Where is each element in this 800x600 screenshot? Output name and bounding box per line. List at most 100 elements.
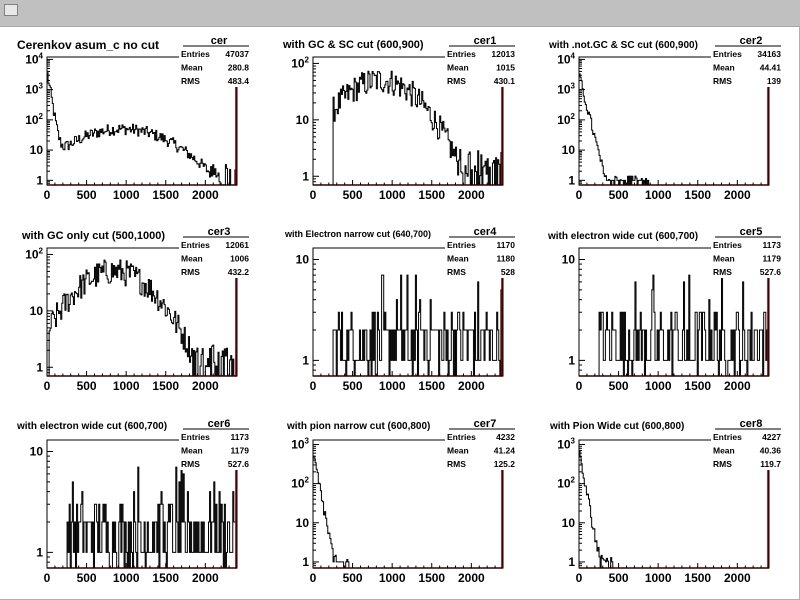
y-tick-label: 1 <box>568 353 575 367</box>
stats-label-rms: RMS <box>713 459 732 469</box>
x-tick-label: 1500 <box>152 188 179 202</box>
stats-label-rms: RMS <box>713 76 732 86</box>
x-tick-label: 0 <box>44 571 51 585</box>
stats-histogram-name: cer8 <box>740 418 763 430</box>
y-tick-label: 1 <box>302 353 309 367</box>
histogram-series <box>46 72 237 186</box>
x-tick-label: 1500 <box>418 571 445 585</box>
y-tick-label: 10 <box>296 516 310 530</box>
histogram-series <box>313 274 503 377</box>
y-tick-label: 10 <box>296 113 310 127</box>
y-tick-exponent: 3 <box>305 436 310 445</box>
stats-value-rms: 430.1 <box>494 76 516 86</box>
stats-label-mean: Mean <box>713 63 735 73</box>
x-tick-label: 0 <box>310 571 317 585</box>
stats-histogram-name: cer4 <box>474 226 498 238</box>
y-tick-label: 102 <box>291 55 309 70</box>
stats-label-entries: Entries <box>181 240 210 250</box>
stats-label-mean: Mean <box>181 446 203 456</box>
histogram-panel-cer6: with electron wide cut (600,700) 0 500 1000… <box>16 418 251 585</box>
y-tick-label: 1 <box>36 173 43 187</box>
histogram-panel-cer5: with electron wide cut (600,700) 0 500 1000… <box>547 226 783 393</box>
stats-label-rms: RMS <box>713 267 732 277</box>
stats-label-mean: Mean <box>447 63 469 73</box>
stats-value-rms: 432.2 <box>228 267 250 277</box>
x-tick-label: 2000 <box>458 571 485 585</box>
stats-histogram-name: cer3 <box>208 226 231 238</box>
stats-value-mean: 1180 <box>497 254 516 264</box>
stats-label-entries: Entries <box>181 432 210 442</box>
y-tick-label: 1 <box>302 169 309 183</box>
y-tick-exponent: 2 <box>571 112 576 121</box>
x-tick-label: 500 <box>343 379 363 393</box>
stats-value-mean: 1179 <box>763 254 782 264</box>
y-tick-label: 10 <box>30 143 44 157</box>
histogram-panel-cer: Cerenkov asum_c no cut 0 500 1000 1500 2000 1 1… <box>17 35 251 202</box>
x-tick-label: 500 <box>609 379 629 393</box>
stats-value-entries: 1170 <box>497 240 516 250</box>
y-tick-exponent: 4 <box>39 51 44 60</box>
stats-value-rms: 119.7 <box>760 459 781 469</box>
stats-value-entries: 34163 <box>757 49 781 59</box>
x-tick-label: 1500 <box>418 379 445 393</box>
y-tick-label: 1 <box>568 173 575 187</box>
y-tick-exponent: 3 <box>571 436 576 445</box>
stats-label-rms: RMS <box>181 459 200 469</box>
stats-value-mean: 1179 <box>231 446 250 456</box>
x-tick-label: 500 <box>77 379 97 393</box>
stats-value-mean: 280.8 <box>228 63 250 73</box>
stats-label-mean: Mean <box>447 254 469 264</box>
stats-value-mean: 40.36 <box>760 446 782 456</box>
y-tick-exponent: 2 <box>39 112 44 121</box>
stats-value-rms: 528 <box>501 267 515 277</box>
stats-value-entries: 1173 <box>763 240 782 250</box>
x-tick-label: 0 <box>44 188 51 202</box>
y-tick-exponent: 3 <box>571 82 576 91</box>
panel-title: with electron wide cut (600,700) <box>16 421 167 432</box>
stats-value-mean: 1006 <box>230 254 249 264</box>
stats-label-entries: Entries <box>713 432 742 442</box>
y-tick-label: 102 <box>25 246 43 261</box>
histogram-panel-cer3: with GC only cut (500,1000) 0 500 1000 1500 2… <box>21 226 251 393</box>
stats-histogram-name: cer7 <box>474 418 497 430</box>
y-tick-label: 1 <box>36 545 43 559</box>
y-tick-label: 102 <box>557 476 575 491</box>
stats-histogram-name: cer5 <box>740 226 763 238</box>
x-tick-label: 0 <box>310 188 317 202</box>
histogram-panel-cer7: with pion narrow cut (600,800) 0 500 1000 15… <box>286 418 517 585</box>
y-tick-label: 103 <box>25 82 43 97</box>
y-tick-label: 102 <box>291 476 309 491</box>
stats-value-entries: 1173 <box>231 432 250 442</box>
histogram-panel-cer8: with Pion Wide cut (600,800) 0 500 1000 1500… <box>549 418 783 585</box>
y-tick-label: 10 <box>30 444 44 458</box>
y-tick-label: 10 <box>296 252 310 266</box>
stats-box <box>179 418 251 470</box>
stats-label-entries: Entries <box>447 240 476 250</box>
x-tick-label: 500 <box>343 188 363 202</box>
x-tick-label: 2000 <box>458 379 485 393</box>
x-tick-label: 1000 <box>113 571 140 585</box>
panel-title: with .not.GC & SC cut (600,900) <box>548 40 698 51</box>
y-tick-label: 102 <box>557 112 575 127</box>
x-tick-label: 1000 <box>645 188 672 202</box>
histogram-series <box>578 73 769 186</box>
stats-label-rms: RMS <box>181 76 200 86</box>
x-tick-label: 1500 <box>418 188 445 202</box>
stats-value-rms: 125.2 <box>494 459 516 469</box>
y-tick-exponent: 3 <box>39 82 44 91</box>
x-tick-label: 1500 <box>684 188 711 202</box>
stats-histogram-name: cer1 <box>474 35 497 47</box>
stats-label-entries: Entries <box>447 432 476 442</box>
window-menu-icon[interactable] <box>4 4 18 16</box>
x-tick-label: 1000 <box>379 571 406 585</box>
x-tick-label: 0 <box>576 188 583 202</box>
y-tick-exponent: 4 <box>571 51 576 60</box>
y-tick-exponent: 2 <box>305 55 310 64</box>
y-tick-label: 103 <box>557 82 575 97</box>
panel-title: with Pion Wide cut (600,800) <box>549 421 684 432</box>
x-tick-label: 0 <box>44 379 51 393</box>
x-tick-label: 0 <box>576 379 583 393</box>
x-tick-label: 2000 <box>724 571 751 585</box>
stats-label-rms: RMS <box>181 267 200 277</box>
